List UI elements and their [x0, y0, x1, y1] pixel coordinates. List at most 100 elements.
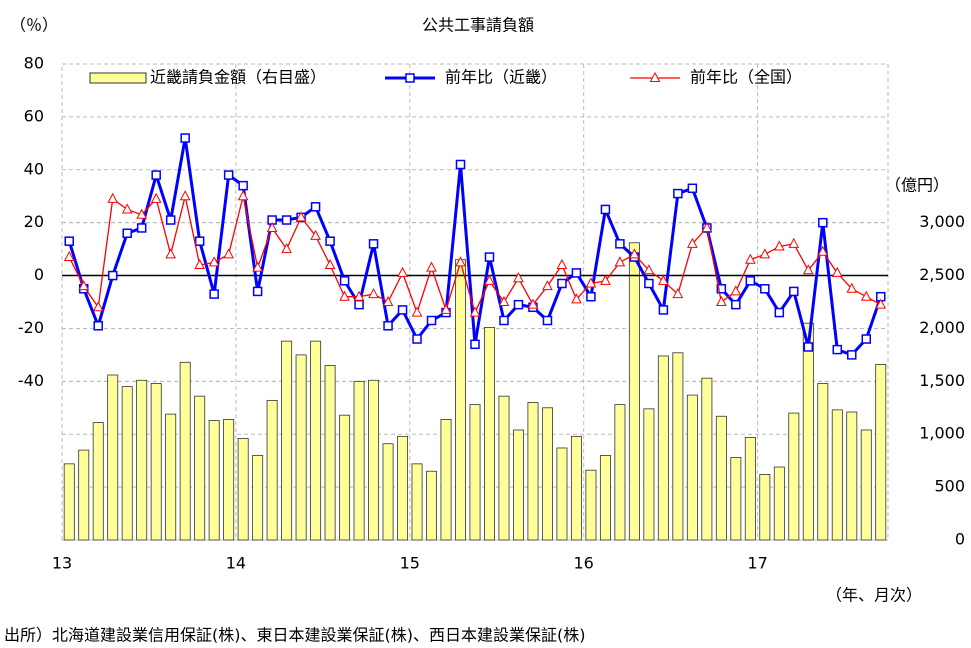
- y-tick-label: 80: [24, 54, 44, 73]
- x-tick-label: 16: [574, 554, 594, 573]
- bar: [78, 449, 90, 541]
- bar: [773, 466, 785, 541]
- bar: [585, 469, 597, 541]
- line-marker: [745, 276, 756, 286]
- line-marker: [339, 290, 350, 301]
- line-marker: [484, 252, 495, 262]
- legend-label: 前年比（近畿）: [445, 68, 557, 87]
- line-marker: [585, 277, 597, 288]
- line-marker: [600, 274, 611, 285]
- line-marker: [615, 239, 625, 249]
- line-marker: [484, 274, 495, 285]
- bar: [252, 454, 264, 541]
- bar: [614, 404, 626, 541]
- line-marker: [78, 280, 90, 291]
- x-tick-label: 14: [226, 554, 246, 573]
- line-marker: [789, 286, 799, 297]
- line-marker: [165, 215, 176, 225]
- line-marker: [513, 299, 524, 310]
- line-marker: [774, 307, 785, 318]
- line-marker: [817, 245, 829, 256]
- line-marker: [63, 250, 75, 262]
- line-marker: [860, 290, 872, 301]
- bar: [368, 379, 380, 541]
- bar: [556, 447, 568, 541]
- line-marker: [107, 270, 118, 281]
- line-marker: [179, 190, 191, 201]
- line-marker: [440, 303, 452, 314]
- bar: [107, 374, 119, 541]
- bar: [295, 354, 307, 541]
- line-marker: [136, 208, 148, 219]
- bar: [237, 438, 249, 541]
- line-marker: [136, 223, 147, 233]
- bar: [643, 408, 655, 541]
- line-marker: [237, 190, 249, 201]
- line-marker: [223, 170, 234, 180]
- y2-axis-label: （億円）: [885, 176, 949, 195]
- bar: [498, 395, 510, 541]
- bar: [339, 414, 351, 541]
- line-marker: [644, 278, 654, 289]
- line-marker: [151, 170, 161, 180]
- line-marker: [266, 221, 278, 232]
- y2-tick-label: 2,500: [919, 265, 965, 284]
- bar: [628, 242, 640, 541]
- line-marker: [716, 284, 727, 294]
- line-marker: [354, 299, 364, 310]
- x-tick-label: 13: [52, 554, 72, 573]
- line-marker: [339, 276, 350, 286]
- line-marker: [673, 188, 683, 199]
- line-marker: [310, 202, 321, 212]
- line-marker: [209, 289, 219, 299]
- bar: [194, 395, 206, 541]
- y-tick-label: -20: [18, 318, 44, 337]
- bar: [136, 379, 148, 541]
- y2-tick-label: 1,000: [919, 424, 965, 443]
- line-marker: [383, 321, 393, 331]
- bar: [266, 399, 278, 541]
- line-marker: [875, 298, 887, 309]
- line-marker: [861, 334, 872, 344]
- legend-swatch: [89, 72, 147, 84]
- line-marker: [658, 274, 669, 285]
- line-marker: [223, 248, 234, 259]
- bar: [150, 383, 162, 541]
- line-marker: [325, 236, 335, 246]
- line-marker: [92, 301, 104, 312]
- line-marker: [469, 306, 481, 317]
- line-marker: [629, 248, 640, 259]
- line-marker: [542, 315, 553, 326]
- bar: [846, 411, 858, 541]
- line-marker: [513, 272, 524, 283]
- bar: [353, 380, 365, 541]
- line-marker: [324, 258, 336, 269]
- bar: [860, 429, 872, 541]
- line-marker: [93, 321, 103, 331]
- legend-marker: [405, 73, 415, 83]
- line-marker: [498, 295, 510, 306]
- line-marker: [194, 236, 205, 246]
- bar: [397, 435, 409, 541]
- line-marker: [643, 264, 655, 275]
- line-marker: [150, 192, 162, 203]
- legend-marker: [649, 71, 661, 82]
- y2-tick-label: 3,000: [919, 212, 965, 231]
- line-marker: [586, 291, 596, 302]
- bar: [657, 355, 669, 541]
- line-marker: [426, 315, 437, 326]
- y-tick-label: 0: [34, 265, 44, 284]
- y-tick-label: -40: [18, 371, 44, 390]
- line-marker: [802, 264, 814, 275]
- line-marker: [846, 282, 858, 293]
- line-marker: [499, 315, 509, 326]
- line-marker: [542, 280, 553, 291]
- line-marker: [571, 268, 582, 278]
- line-marker: [107, 192, 119, 203]
- bar: [715, 415, 727, 541]
- line: [67, 137, 883, 357]
- line-marker: [672, 287, 684, 299]
- bar: [382, 443, 394, 541]
- bar: [701, 377, 713, 541]
